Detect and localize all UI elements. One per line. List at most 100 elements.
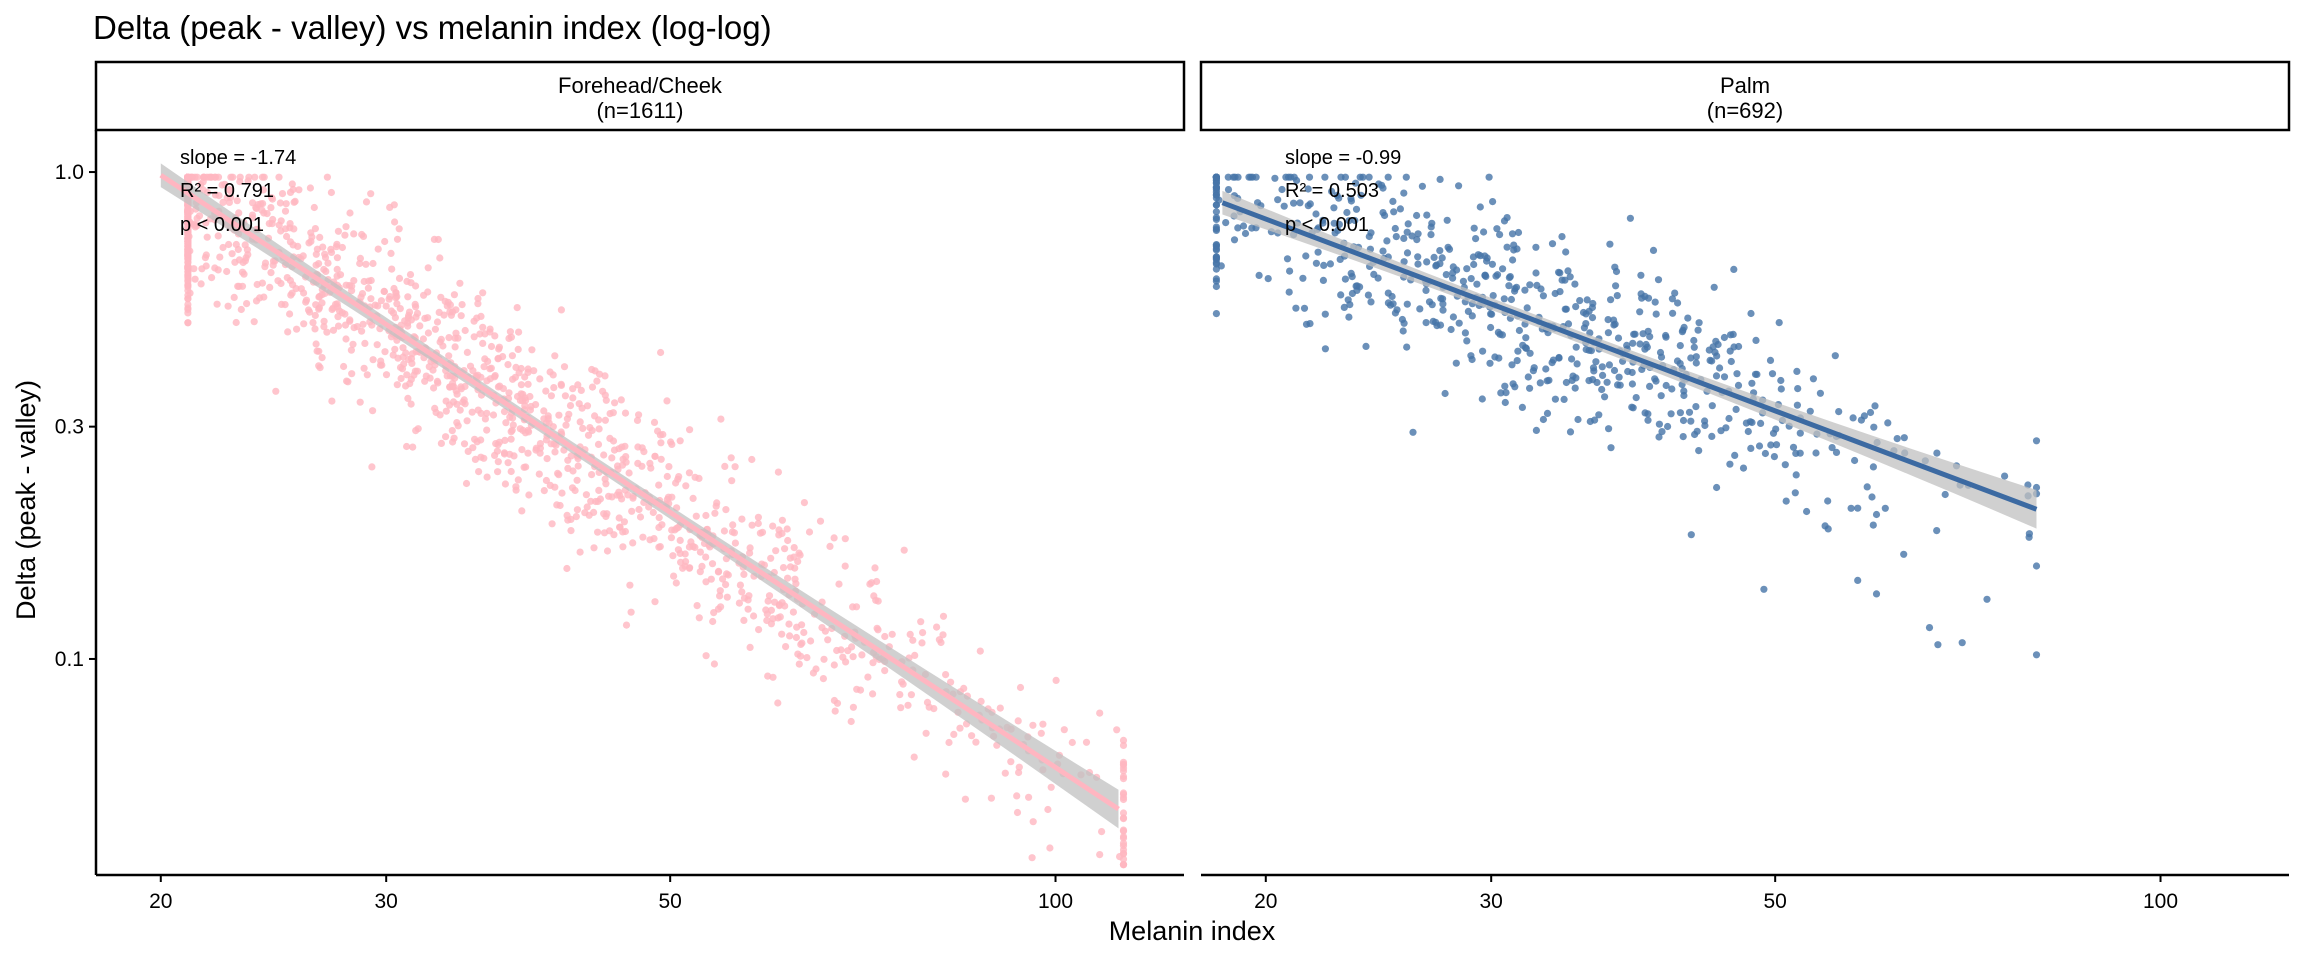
data-point — [1351, 216, 1359, 225]
data-point — [507, 428, 515, 436]
data-point — [1604, 316, 1612, 324]
data-point — [622, 453, 630, 461]
y-tick-label: 0.1 — [55, 648, 84, 671]
data-point — [1515, 326, 1523, 335]
data-point — [310, 203, 318, 212]
data-point — [458, 301, 466, 309]
data-point — [514, 345, 522, 353]
data-point — [1599, 371, 1607, 379]
data-point — [356, 259, 364, 268]
data-point — [260, 173, 268, 181]
data-point — [618, 443, 626, 451]
data-point — [289, 241, 297, 249]
data-point — [782, 643, 790, 651]
data-point — [1119, 795, 1128, 804]
data-point — [869, 659, 877, 667]
data-point — [1414, 260, 1422, 268]
data-point — [1480, 228, 1488, 236]
data-point — [1468, 355, 1476, 364]
data-point — [1439, 306, 1447, 314]
data-point — [393, 381, 401, 389]
data-point — [1649, 246, 1658, 254]
data-point — [1481, 271, 1489, 279]
data-point — [1439, 300, 1447, 308]
data-point — [1082, 738, 1091, 746]
data-point — [1037, 729, 1045, 737]
data-point — [1710, 283, 1718, 291]
data-point — [1029, 818, 1037, 826]
data-point — [353, 323, 361, 331]
data-point — [1508, 230, 1517, 238]
data-point — [1119, 775, 1128, 783]
data-point — [888, 630, 896, 638]
data-point — [579, 424, 587, 432]
data-point — [651, 452, 659, 460]
data-point — [293, 325, 301, 333]
data-point — [350, 277, 358, 285]
data-point — [551, 483, 559, 491]
data-point — [1523, 304, 1531, 312]
data-point — [450, 291, 458, 299]
data-point — [346, 209, 354, 217]
data-point — [869, 690, 877, 698]
data-point — [1113, 726, 1121, 734]
data-point — [382, 302, 390, 310]
data-point — [1414, 230, 1422, 238]
data-point — [505, 389, 513, 397]
data-point — [1455, 319, 1463, 327]
data-point — [844, 647, 852, 655]
data-point — [483, 409, 491, 417]
data-point — [1119, 832, 1128, 841]
data-point — [871, 564, 879, 572]
data-point — [868, 579, 876, 587]
data-point — [252, 204, 260, 212]
data-point — [1729, 330, 1737, 338]
data-point — [1403, 228, 1411, 236]
data-point — [1603, 378, 1611, 386]
data-point — [442, 433, 450, 441]
strip-n-palm: (n=692) — [1707, 98, 1783, 123]
y-tick-label: 0.3 — [55, 416, 84, 439]
data-point — [514, 476, 522, 484]
data-point — [665, 463, 673, 471]
data-point — [450, 434, 458, 442]
data-point — [1423, 258, 1431, 266]
data-point — [460, 396, 468, 404]
data-point — [463, 417, 471, 425]
data-point — [723, 593, 731, 601]
data-point — [424, 288, 432, 296]
data-point — [1336, 255, 1344, 263]
data-point — [1212, 214, 1220, 222]
data-point — [830, 661, 838, 669]
data-point — [411, 300, 419, 308]
data-point — [284, 328, 292, 336]
data-point — [412, 313, 420, 321]
data-point — [430, 384, 438, 392]
data-point — [1212, 265, 1220, 273]
data-point — [740, 616, 748, 625]
data-point — [1326, 260, 1334, 268]
data-point — [470, 333, 478, 341]
data-point — [235, 209, 243, 217]
data-point — [1119, 839, 1128, 847]
data-point — [1690, 343, 1698, 351]
y-tick-label: 1.0 — [55, 161, 84, 184]
data-point — [1485, 173, 1493, 181]
data-point — [1695, 319, 1703, 327]
data-point — [359, 320, 367, 328]
data-point — [567, 452, 575, 460]
data-point — [219, 198, 227, 206]
data-point — [797, 640, 805, 649]
data-point — [1816, 389, 1824, 397]
data-point — [784, 574, 792, 582]
data-point — [542, 387, 550, 395]
data-point — [1695, 447, 1703, 455]
data-point — [1720, 373, 1729, 381]
data-point — [1320, 261, 1328, 269]
data-point — [939, 612, 948, 620]
data-point — [226, 187, 234, 195]
data-point — [1532, 269, 1540, 277]
data-point — [1393, 306, 1401, 314]
data-point — [1687, 417, 1695, 425]
data-point — [540, 407, 548, 415]
